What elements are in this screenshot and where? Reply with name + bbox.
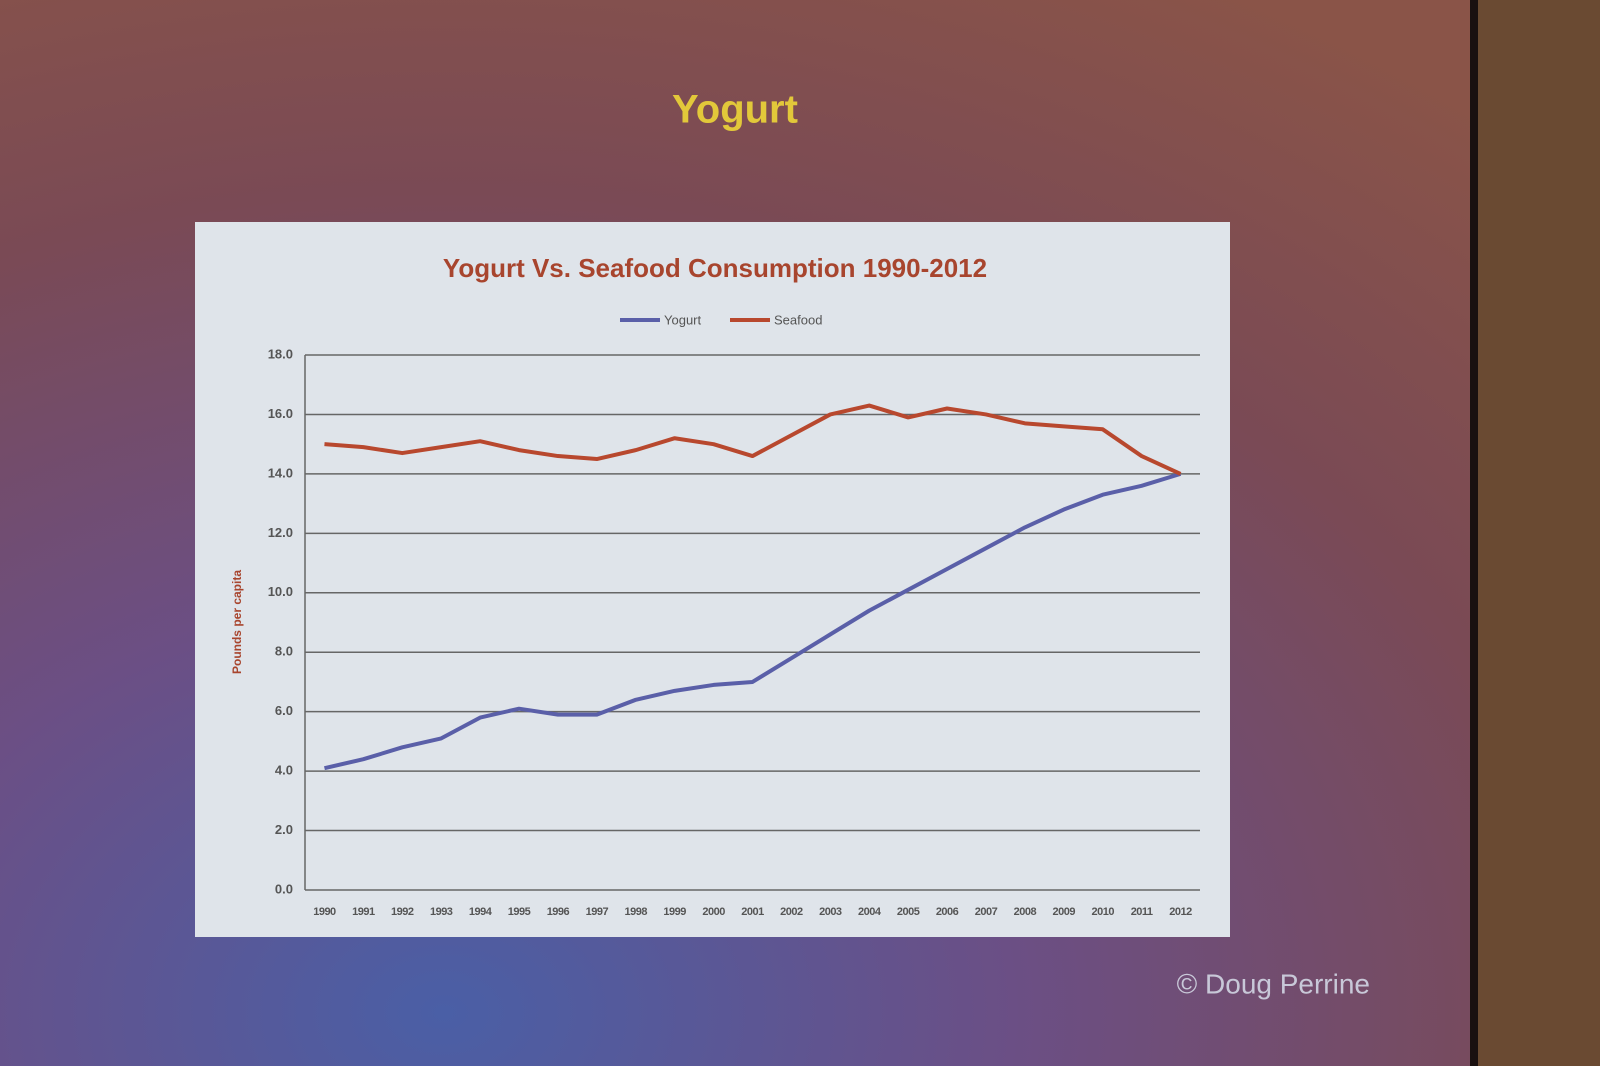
x-tick-label: 2000 (702, 906, 725, 918)
chart-title: Yogurt Vs. Seafood Consumption 1990-2012 (443, 253, 987, 283)
x-tick-label: 2005 (897, 906, 920, 918)
line-series (324, 471, 1182, 771)
x-tick-label: 1999 (663, 906, 686, 918)
wall (1478, 0, 1600, 1066)
line-series (324, 403, 1182, 476)
x-tick-label: 1995 (508, 906, 531, 918)
y-tick-label: 4.0 (275, 763, 293, 778)
y-tick-label: 0.0 (275, 881, 293, 896)
screen-edge (1470, 0, 1478, 1066)
x-tick-label: 2010 (1091, 906, 1114, 918)
x-tick-label: 1991 (352, 906, 375, 918)
slide-title: Yogurt (672, 88, 798, 132)
x-tick-label: 2001 (741, 906, 764, 918)
x-tick-label: 2009 (1053, 906, 1076, 918)
chart-panel (195, 222, 1230, 937)
x-tick-label: 1997 (586, 906, 609, 918)
x-tick-label: 2007 (975, 906, 998, 918)
x-tick-label: 2012 (1169, 906, 1192, 918)
x-tick-label: 2006 (936, 906, 959, 918)
y-tick-label: 6.0 (275, 703, 293, 718)
x-tick-label: 2003 (819, 906, 842, 918)
x-tick-label: 1990 (313, 906, 336, 918)
x-tick-label: 1993 (430, 906, 453, 918)
y-tick-label: 2.0 (275, 822, 293, 837)
legend-label: Seafood (774, 312, 822, 327)
x-tick-label: 2002 (780, 906, 803, 918)
y-axis-label: Pounds per capita (230, 570, 244, 674)
y-tick-label: 18.0 (268, 346, 293, 361)
x-tick-label: 2008 (1014, 906, 1037, 918)
y-tick-label: 16.0 (268, 406, 293, 421)
legend-label: Yogurt (664, 312, 701, 327)
x-tick-label: 1994 (469, 906, 493, 918)
y-tick-label: 10.0 (268, 584, 293, 599)
x-tick-label: 1998 (625, 906, 648, 918)
x-tick-label: 2004 (858, 906, 882, 918)
x-tick-label: 1996 (547, 906, 570, 918)
y-tick-label: 14.0 (268, 465, 293, 480)
y-tick-label: 12.0 (268, 525, 293, 540)
credit: © Doug Perrine (1177, 968, 1370, 999)
x-tick-label: 2011 (1131, 906, 1153, 918)
y-tick-label: 8.0 (275, 644, 293, 659)
x-tick-label: 1992 (391, 906, 414, 918)
